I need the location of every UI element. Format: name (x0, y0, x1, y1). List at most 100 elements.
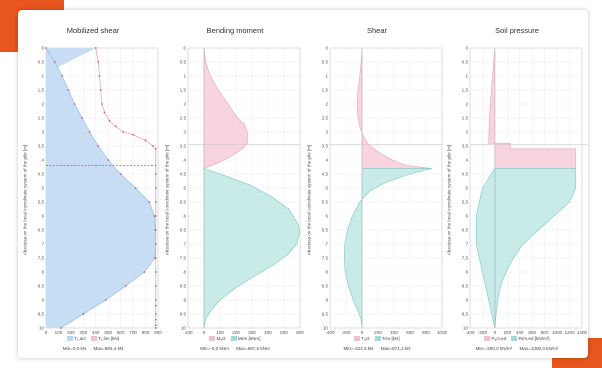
legend[interactable]: Tₐct Tₗim [kN] (306, 336, 448, 342)
y-tick-label: 6 (41, 214, 44, 219)
y-tick-label: 9 (325, 298, 328, 303)
chart-svg: 0 100 200 300 400 500 600 700 800 900 0 0.5 1 1.5 2 2.5… (38, 46, 163, 335)
legend[interactable]: Mₐct Mₗim [kNm] (164, 336, 306, 342)
y-tick-label: 2 (325, 102, 328, 107)
y-tick-label: 7 (465, 242, 468, 247)
x-tick-label: 200 (232, 330, 240, 335)
legend-label: Pₗim,ed [kN/m²] (518, 336, 550, 341)
y-tick-label: 1.5 (322, 88, 329, 93)
y-tick-label: 9.5 (322, 312, 329, 317)
y-tick-label: 5 (183, 186, 186, 191)
series-area-t-lim (343, 168, 432, 329)
y-tick-label: 9.5 (38, 312, 45, 317)
y-tick-label: 5.5 (180, 200, 187, 205)
y-tick-label: 1 (183, 74, 186, 79)
y-tick-label: 1.5 (38, 88, 45, 93)
y-tick-label: 2.5 (322, 116, 329, 121)
data-point-t1-act (81, 117, 83, 119)
data-point-t1-lim (154, 187, 157, 189)
y-tick-label: 3.5 (180, 144, 187, 149)
y-tick-label: 1 (41, 74, 44, 79)
y-tick-label: 4 (465, 158, 468, 163)
x-tick-label: -200 (478, 330, 488, 335)
chart-panel-soil-pressure: Soil pressure Abscissa on the local coor… (446, 10, 588, 358)
data-point-t1-act (153, 215, 156, 217)
data-point-t1-act (73, 103, 76, 105)
x-tick-label: 500 (280, 330, 288, 335)
x-tick-label: 300 (79, 330, 87, 335)
data-point-t1-lim (144, 139, 147, 142)
data-point-t1-act (119, 173, 122, 175)
min-value: Min=0,0 kN (62, 346, 87, 351)
data-point-t1-lim (154, 313, 157, 315)
max-value: Max=882,4 kN (93, 346, 124, 351)
series-line-t1-lim (95, 47, 157, 328)
data-point-t1-lim (98, 75, 101, 77)
data-point-t1-lim (97, 61, 100, 63)
y-tick-label: 6.5 (322, 228, 329, 233)
data-point-t1-lim (152, 145, 154, 147)
y-tick-label: 6.5 (462, 228, 469, 233)
data-point-t1-lim (154, 243, 157, 245)
legend-swatch (230, 336, 237, 341)
x-tick-label: 0 (203, 330, 206, 335)
chart-svg: -400 -200 0 200 400 600 800 1000 0 0.5 1 1.5 2 2.5 3 3.… (322, 46, 448, 335)
y-tick-label: 8 (41, 270, 44, 275)
x-tick-label: 0 (494, 330, 497, 335)
legend-label: Tₗim [kN] (381, 336, 400, 341)
y-tick-label: 2.5 (462, 116, 469, 121)
series-area-m-act (203, 47, 249, 169)
series-area-top-wedge (46, 48, 96, 74)
chart-svg: -100 0 100 200 300 400 500 600 0 0.5 1 1.5 2 2.5 3 3.5 4… (180, 46, 305, 335)
y-tick-label: 3.5 (322, 144, 329, 149)
series-area-t1-act (46, 48, 156, 328)
y-tick-label: 7.5 (38, 256, 45, 261)
y-tick-label: 10 (39, 326, 45, 331)
legend-label: T₁,act (74, 336, 86, 341)
x-tick-label: 400 (92, 330, 100, 335)
legend-label: Tₐct (361, 336, 370, 341)
data-point-t1-lim (154, 201, 157, 203)
x-tick-label: 300 (248, 330, 256, 335)
x-tick-label: 1000 (437, 330, 448, 335)
x-tick-label: 600 (117, 330, 125, 335)
y-tick-label: 1 (325, 74, 328, 79)
y-tick-label: 4.5 (322, 172, 329, 177)
y-tick-label: 0.5 (462, 60, 469, 65)
y-tick-label: 10 (323, 326, 329, 331)
y-tick-label: 9 (465, 298, 468, 303)
data-point-t1-lim (114, 125, 117, 128)
x-tick-label: 900 (154, 330, 162, 335)
data-point-t1-act (67, 89, 70, 91)
y-tick-label: 5.5 (322, 200, 329, 205)
y-tick-label: 8.5 (38, 284, 45, 289)
y-tick-label: 6 (325, 214, 328, 219)
min-value: Min=-222,3 kN (343, 346, 374, 351)
y-tick-label: 7 (325, 242, 328, 247)
y-tick-label: 7.5 (462, 256, 469, 261)
x-tick-label: 400 (264, 330, 272, 335)
y-tick-label: 8 (465, 270, 468, 275)
y-tick-label: 5.5 (462, 200, 469, 205)
data-point-t1-act (82, 313, 85, 315)
data-point-t1-lim (154, 271, 157, 273)
y-tick-label: 3.5 (38, 144, 45, 149)
data-point-t1-lim (154, 173, 157, 175)
x-tick-label: -400 (465, 330, 475, 335)
y-tick-label: 0 (325, 46, 328, 51)
y-tick-label: 5.5 (38, 200, 45, 205)
data-point-t1-act (124, 285, 127, 287)
min-max-readout: Min=0,0 kN Max=882,4 kN (22, 346, 164, 351)
legend[interactable]: T₁,act T₁,lim [kN] (22, 336, 164, 341)
y-tick-label: 1.5 (462, 88, 469, 93)
data-point-t1-lim (154, 147, 157, 150)
legend-swatch (354, 336, 361, 341)
y-tick-label: 3 (183, 130, 186, 135)
y-tick-label: 0 (41, 46, 44, 51)
chart-panel-mobilized-shear: Mobilized shear Abscissa on the local co… (22, 10, 164, 358)
x-tick-label: 500 (104, 330, 112, 335)
x-tick-label: 1200 (564, 330, 575, 335)
x-tick-label: 400 (390, 330, 398, 335)
legend[interactable]: Pₐct,ed Pₗim,ed [kN/m²] (446, 336, 588, 342)
y-tick-label: 9.5 (462, 312, 469, 317)
